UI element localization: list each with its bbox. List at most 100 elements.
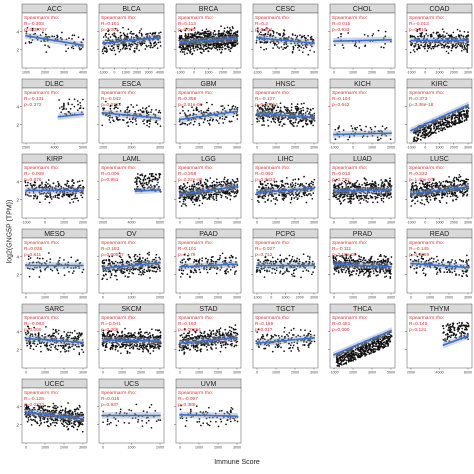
data-point xyxy=(258,201,260,203)
data-point xyxy=(461,45,463,47)
data-point xyxy=(57,181,59,183)
data-point xyxy=(430,48,432,50)
data-point xyxy=(461,47,463,49)
data-point xyxy=(236,178,238,180)
data-point xyxy=(312,182,314,184)
data-point xyxy=(228,42,230,44)
data-point xyxy=(192,53,194,55)
data-point xyxy=(33,198,35,200)
p-value: p=0.933 xyxy=(332,27,350,33)
data-point xyxy=(211,104,213,106)
data-point xyxy=(285,194,287,196)
data-point xyxy=(369,195,371,197)
data-point xyxy=(45,51,47,53)
data-point xyxy=(197,32,199,34)
data-point xyxy=(261,117,263,119)
x-tick-label: 2000 xyxy=(291,221,299,225)
data-point xyxy=(186,46,188,48)
data-point xyxy=(347,139,349,141)
data-point xyxy=(277,119,279,121)
data-point xyxy=(148,178,150,180)
data-point xyxy=(191,200,193,202)
data-point xyxy=(134,47,136,49)
data-point xyxy=(357,186,359,188)
data-point xyxy=(274,185,276,187)
data-point xyxy=(421,199,423,201)
data-point xyxy=(187,50,189,52)
data-point xyxy=(424,45,426,47)
data-point xyxy=(57,197,59,199)
data-point xyxy=(299,111,301,113)
data-point xyxy=(287,183,289,185)
data-point xyxy=(193,113,195,115)
data-point xyxy=(182,45,184,47)
data-point xyxy=(220,181,222,183)
data-point xyxy=(157,123,159,125)
data-point xyxy=(266,48,268,50)
data-point xyxy=(273,108,275,110)
data-point xyxy=(295,185,297,187)
data-point xyxy=(235,106,237,108)
data-point xyxy=(149,123,151,125)
data-point xyxy=(429,45,431,47)
data-point xyxy=(446,51,448,53)
data-point xyxy=(377,201,379,203)
data-point xyxy=(136,123,138,125)
data-point xyxy=(188,123,190,125)
data-point xyxy=(208,122,210,124)
x-tick-label: 0 xyxy=(179,221,181,225)
x-tick-label: 6000 xyxy=(156,221,164,225)
p-value: p=0.001 xyxy=(255,27,273,33)
data-point xyxy=(458,116,460,118)
data-point xyxy=(433,132,435,134)
data-point xyxy=(130,104,132,106)
data-point xyxy=(265,184,267,186)
panel-title: LAML xyxy=(122,156,140,163)
data-point xyxy=(420,44,422,46)
data-point xyxy=(312,184,314,186)
data-point xyxy=(53,183,55,185)
data-point xyxy=(433,48,435,50)
data-point xyxy=(146,112,148,114)
data-point xyxy=(218,45,220,47)
rho-value: R=0.356 xyxy=(178,96,197,102)
p-value: p=0.771 xyxy=(332,177,350,183)
data-point xyxy=(67,47,69,49)
data-point xyxy=(467,112,469,114)
data-point xyxy=(141,33,143,35)
rho-value: R=-0.127 xyxy=(255,96,275,102)
data-point xyxy=(205,179,207,181)
data-point xyxy=(282,185,284,187)
data-point xyxy=(63,195,65,197)
data-point xyxy=(41,183,43,185)
data-point xyxy=(436,33,438,35)
data-point xyxy=(292,179,294,181)
data-point xyxy=(68,185,70,187)
data-point xyxy=(371,196,373,198)
data-point xyxy=(287,109,289,111)
data-point xyxy=(278,47,280,49)
x-tick-label: 1000 xyxy=(436,221,444,225)
data-point xyxy=(415,133,417,135)
data-point xyxy=(310,194,312,196)
data-point xyxy=(416,48,418,50)
data-point xyxy=(261,196,263,198)
data-point xyxy=(295,182,297,184)
data-point xyxy=(462,192,464,194)
data-point xyxy=(256,42,258,44)
data-point xyxy=(189,186,191,188)
data-point xyxy=(363,199,365,201)
data-point xyxy=(413,36,415,38)
data-point xyxy=(151,173,153,175)
data-point xyxy=(73,182,75,184)
data-point xyxy=(68,104,70,106)
data-point xyxy=(430,129,432,131)
data-point xyxy=(444,128,446,130)
data-point xyxy=(218,182,220,184)
data-point xyxy=(36,198,38,200)
data-point xyxy=(225,48,227,50)
data-point xyxy=(147,120,149,122)
panel-title: HNSC xyxy=(276,81,296,88)
data-point xyxy=(418,138,420,140)
data-point xyxy=(146,110,148,112)
